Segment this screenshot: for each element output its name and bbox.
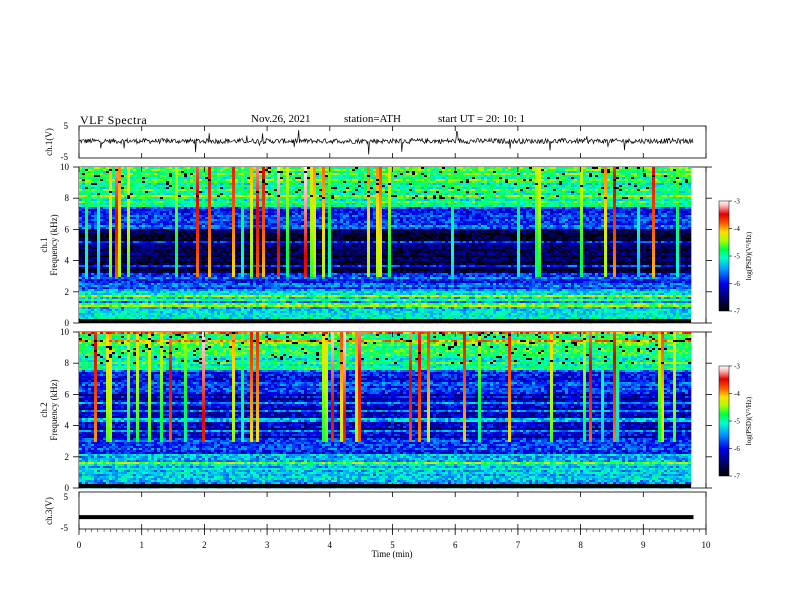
freq-tick-label: 10: [60, 327, 70, 337]
ch2-channel-label: ch.2: [39, 402, 49, 417]
ch3-waveform-ylabel: ch.3(V): [44, 497, 54, 525]
freq-tick-label: 4: [65, 256, 70, 266]
ch1-ytick-bottom: -5: [61, 152, 69, 162]
colorbar-tick-label: -7: [734, 308, 740, 316]
ch3-ytick-bottom: -5: [61, 523, 69, 533]
freq-tick-label: 8: [65, 358, 70, 368]
ch2-colorbar-label: log(PSD)(V²/Hz): [745, 396, 753, 445]
freq-tick-label: 6: [65, 224, 70, 234]
ch1-waveform-ylabel: ch.1(V): [44, 128, 54, 156]
time-tick-label: 3: [265, 540, 270, 550]
ch1-waveform-panel: 5 -5 ch.1(V): [44, 121, 706, 162]
colorbar-tick-label: -7: [734, 473, 740, 481]
ch1-spectrogram-image: [79, 167, 691, 323]
ch2-freq-ylabel: Frequency (kHz): [49, 379, 59, 440]
ch3-waveform-panel: 5 -5 ch.3(V): [44, 492, 706, 533]
time-tick-label: 6: [453, 540, 458, 550]
freq-tick-label: 10: [60, 162, 70, 172]
time-tick-label: 2: [202, 540, 207, 550]
time-axis-label: Time (min): [372, 549, 413, 559]
freq-tick-label: 2: [65, 452, 70, 462]
time-tick-label: 7: [516, 540, 521, 550]
ch1-colorbar-label: log(PSD)(V²/Hz): [745, 231, 753, 280]
freq-tick-label: 4: [65, 421, 70, 431]
freq-tick-label: 8: [65, 193, 70, 203]
time-tick-label: 9: [641, 540, 646, 550]
time-tick-label: 4: [328, 540, 333, 550]
time-tick-label: 8: [578, 540, 583, 550]
ch3-ytick-top: 5: [64, 492, 69, 502]
colorbar-tick-label: -6: [734, 445, 740, 453]
freq-tick-label: 6: [65, 389, 70, 399]
colorbar-tick-label: -3: [734, 198, 740, 206]
time-tick-label: 0: [77, 540, 82, 550]
ch1-colorbar: -3 -4 -5 -6 -7 log(PSD)(V²/Hz): [719, 198, 753, 316]
ch1-freq-ylabel: Frequency (kHz): [49, 214, 59, 275]
ch1-channel-label: ch.1: [39, 237, 49, 252]
freq-tick-label: 2: [65, 287, 70, 297]
ch1-ytick-top: 5: [64, 121, 69, 131]
colorbar-tick-label: -6: [734, 280, 740, 288]
colorbar-tick-label: -5: [734, 418, 740, 426]
time-tick-label: 1: [139, 540, 144, 550]
colorbar-tick-label: -4: [734, 390, 740, 398]
ch2-spectrogram-image: [79, 332, 691, 488]
time-axis: 0 1 2 3 4 5 6 7 8 9 10: [77, 529, 711, 550]
colorbar-tick-label: -4: [734, 225, 740, 233]
ch2-colorbar: -3 -4 -5 -6 -7 log(PSD)(V²/Hz): [719, 363, 753, 481]
colorbar-tick-label: -3: [734, 363, 740, 371]
colorbar-tick-label: -5: [734, 253, 740, 261]
time-tick-label: 10: [702, 540, 712, 550]
